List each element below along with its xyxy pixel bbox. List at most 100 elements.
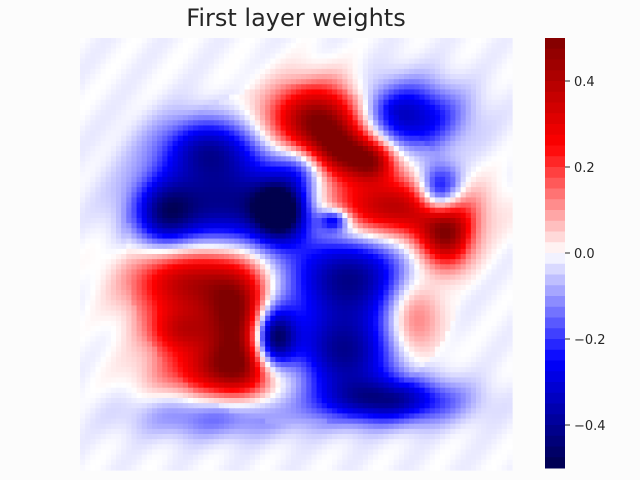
heatmap-cell — [357, 326, 364, 332]
heatmap-cell — [172, 146, 179, 152]
heatmap-cell — [95, 79, 102, 85]
heatmap-cell — [167, 115, 174, 121]
heatmap-cell — [254, 161, 261, 168]
heatmap-cell — [193, 284, 199, 291]
heatmap-cell — [306, 336, 313, 343]
heatmap-cell — [332, 243, 338, 250]
heatmap-cell — [121, 274, 127, 281]
heatmap-cell — [290, 274, 297, 281]
heatmap-cell — [244, 331, 251, 337]
heatmap-cell — [491, 74, 498, 80]
heatmap-cell — [229, 125, 235, 132]
heatmap-cell — [157, 146, 163, 152]
heatmap-cell — [332, 269, 338, 276]
heatmap-cell — [198, 202, 205, 209]
heatmap-cell — [105, 125, 112, 132]
heatmap-cell — [218, 58, 225, 65]
heatmap-cell — [208, 156, 215, 163]
heatmap-cell — [280, 89, 287, 96]
heatmap-cell — [152, 94, 158, 101]
heatmap-cell — [224, 310, 230, 317]
heatmap-cell — [486, 89, 493, 96]
heatmap-cell — [491, 300, 498, 307]
heatmap-cell — [290, 156, 297, 163]
heatmap-cell — [260, 120, 266, 127]
heatmap-cell — [260, 140, 266, 147]
heatmap-cell — [476, 295, 482, 301]
heatmap-cell — [239, 146, 246, 152]
heatmap-cell — [193, 243, 199, 250]
heatmap-cell — [105, 48, 112, 55]
heatmap-cell — [383, 269, 390, 276]
heatmap-cell — [188, 146, 194, 152]
heatmap-cell — [85, 259, 91, 265]
heatmap-cell — [429, 192, 436, 199]
heatmap-cell — [136, 295, 143, 301]
heatmap-cell — [136, 187, 143, 193]
heatmap-cell — [398, 223, 405, 229]
heatmap-cell — [121, 171, 127, 178]
heatmap-cell — [136, 336, 143, 343]
heatmap-cell — [229, 140, 235, 147]
heatmap-cell — [167, 130, 174, 137]
heatmap-cell — [455, 212, 462, 219]
heatmap-cell — [290, 228, 297, 235]
heatmap-cell — [131, 274, 138, 281]
heatmap-cell — [218, 171, 225, 178]
heatmap-cell — [434, 254, 441, 260]
heatmap-cell — [218, 130, 225, 137]
heatmap-cell — [337, 197, 343, 204]
heatmap-cell — [105, 207, 112, 214]
heatmap-cell — [306, 104, 313, 111]
heatmap-cell — [491, 146, 498, 152]
heatmap-cell — [409, 197, 415, 204]
heatmap-cell — [301, 228, 307, 235]
heatmap-cell — [383, 63, 390, 70]
heatmap-cell — [496, 99, 503, 106]
heatmap-cell — [234, 187, 241, 193]
heatmap-cell — [182, 187, 189, 193]
heatmap-cell — [285, 74, 292, 80]
heatmap-cell — [373, 264, 379, 271]
heatmap-cell — [116, 161, 122, 168]
heatmap-cell — [234, 176, 241, 183]
heatmap-cell — [496, 110, 503, 116]
heatmap-cell — [265, 68, 271, 75]
heatmap-cell — [275, 233, 282, 240]
heatmap-cell — [455, 259, 462, 265]
heatmap-cell — [326, 326, 333, 332]
heatmap-cell — [481, 320, 487, 327]
heatmap-cell — [213, 197, 220, 204]
heatmap-cell — [90, 300, 97, 307]
heatmap-cell — [126, 336, 133, 343]
heatmap-cell — [177, 300, 184, 307]
heatmap-cell — [254, 295, 261, 301]
heatmap-cell — [296, 207, 302, 214]
heatmap-cell — [100, 259, 107, 265]
heatmap-cell — [445, 74, 451, 80]
heatmap-cell — [481, 84, 487, 91]
heatmap-cell — [275, 68, 282, 75]
heatmap-cell — [198, 279, 205, 286]
heatmap-cell — [105, 115, 112, 121]
heatmap-cell — [311, 192, 318, 199]
heatmap-cell — [342, 161, 349, 168]
heatmap-cell — [244, 146, 251, 152]
heatmap-cell — [337, 99, 343, 106]
heatmap-cell — [136, 274, 143, 281]
heatmap-cell — [265, 223, 271, 229]
heatmap-cell — [357, 202, 364, 209]
heatmap-cell — [80, 104, 86, 111]
heatmap-cell — [172, 171, 179, 178]
heatmap-cell — [218, 84, 225, 91]
heatmap-cell — [332, 300, 338, 307]
heatmap-cell — [290, 171, 297, 178]
heatmap-cell — [450, 259, 457, 265]
heatmap-cell — [146, 233, 153, 240]
heatmap-cell — [95, 63, 102, 70]
heatmap-cell — [193, 300, 199, 307]
heatmap-cell — [152, 264, 158, 271]
heatmap-cell — [110, 140, 117, 147]
heatmap-cell — [224, 120, 230, 127]
heatmap-cell — [193, 53, 199, 60]
